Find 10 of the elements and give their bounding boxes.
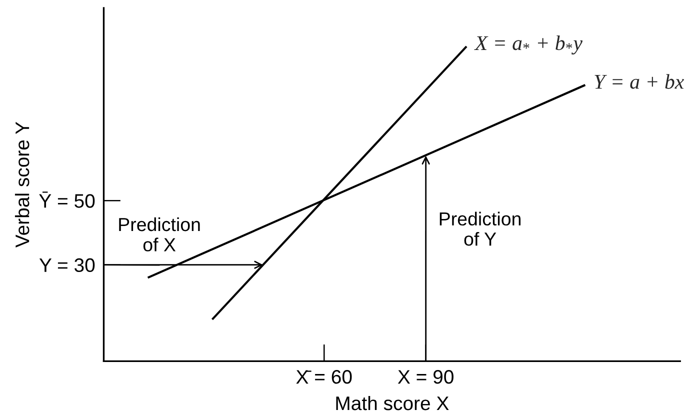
annotation: Prediction of Y: [440, 212, 520, 246]
x-tick-label: X = 90: [398, 370, 454, 384]
annotation: Prediction of X: [119, 217, 200, 252]
series-label: Y = a + bx: [594, 74, 684, 89]
x-tick-label: X̄ = 60: [296, 370, 352, 384]
y-tick-label: Y = 30: [39, 258, 95, 272]
y-axis-title: Verbal score Y: [14, 122, 30, 248]
series-label: X = a$_{*}$ + b$_{*}$y: [474, 36, 582, 54]
x-axis-title: Math score X: [336, 396, 449, 410]
y-tick-label: Ȳ = 50: [39, 192, 95, 208]
